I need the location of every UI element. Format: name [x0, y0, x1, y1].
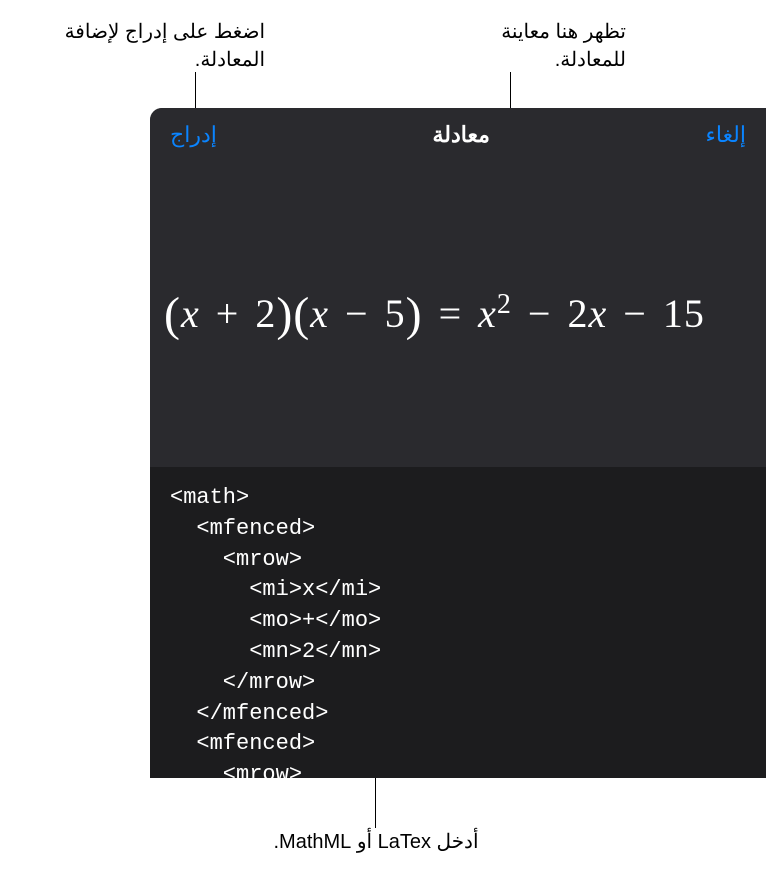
- callout-preview-text: تظهر هنا معاينة للمعادلة.: [426, 18, 626, 74]
- dialog-header: إدراج معادلة إلغاء: [150, 108, 766, 162]
- equation-code-input[interactable]: <math> <mfenced> <mrow> <mi>x</mi> <mo>+…: [150, 467, 766, 778]
- dialog-title: معادلة: [432, 122, 489, 148]
- insert-button[interactable]: إدراج: [170, 122, 217, 148]
- equation-dialog: إدراج معادلة إلغاء (x + 2)(x − 5) = x2 −…: [150, 108, 766, 778]
- equation-preview-area: (x + 2)(x − 5) = x2 − 2x − 15: [150, 162, 766, 467]
- callout-insert-text: اضغط على إدراج لإضافة المعادلة.: [35, 18, 265, 74]
- equation-preview-render: (x + 2)(x − 5) = x2 − 2x − 15: [164, 287, 705, 342]
- callout-input-text: أدخل LaTex أو MathML.: [226, 828, 526, 856]
- cancel-button[interactable]: إلغاء: [706, 122, 746, 148]
